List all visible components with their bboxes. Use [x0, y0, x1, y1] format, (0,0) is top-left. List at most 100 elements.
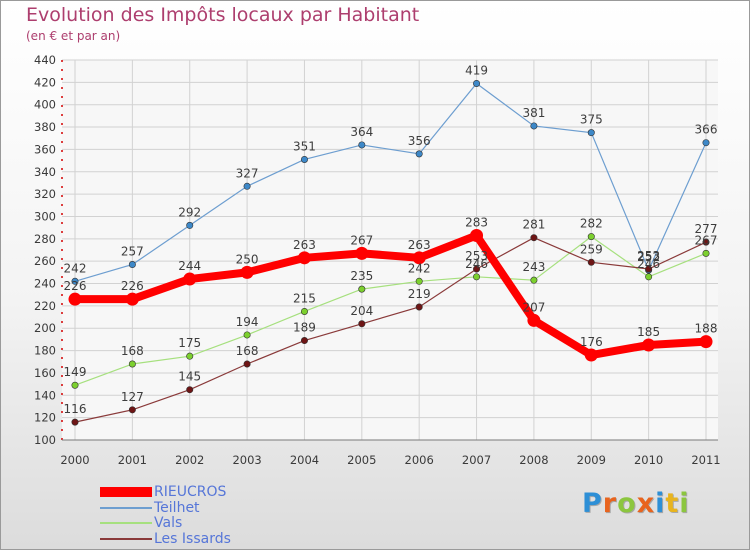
- data-point-teilhet: [358, 141, 366, 149]
- data-point-rieucros: [183, 272, 197, 286]
- y-tick-label: 340: [34, 165, 56, 179]
- data-label-teilhet: 364: [350, 125, 373, 139]
- data-label-vals: 282: [580, 217, 603, 231]
- x-tick-label: 2010: [634, 453, 663, 467]
- y-tick-label: 360: [34, 142, 56, 156]
- data-label-rieucros: 207: [522, 300, 545, 314]
- data-point-teilhet: [473, 79, 481, 87]
- data-point-vals: [645, 273, 653, 281]
- x-tick-label: 2002: [175, 453, 204, 467]
- data-point-vals: [358, 285, 366, 293]
- data-label-rieucros: 267: [350, 233, 373, 247]
- data-label-vals: 194: [236, 315, 259, 329]
- legend-swatch-les-issards: [100, 538, 152, 540]
- y-tick-label: 300: [34, 209, 56, 223]
- data-point-rieucros: [470, 228, 484, 242]
- data-point-les-issards: [300, 337, 308, 345]
- data-point-les-issards: [702, 238, 710, 246]
- logo-letter: i: [679, 488, 690, 519]
- data-point-teilhet: [71, 277, 79, 285]
- y-tick-label: 160: [34, 366, 56, 380]
- data-label-teilhet: 419: [465, 63, 488, 77]
- x-tick-label: 2007: [462, 453, 491, 467]
- data-point-vals: [587, 233, 595, 241]
- data-point-teilhet: [702, 139, 710, 147]
- data-point-les-issards: [243, 360, 251, 368]
- data-label-rieucros: 185: [637, 325, 660, 339]
- data-label-les-issards: 259: [580, 242, 603, 256]
- data-label-rieucros: 226: [121, 279, 144, 293]
- data-label-les-issards: 189: [293, 321, 316, 335]
- data-point-teilhet: [243, 182, 251, 190]
- data-label-vals: 267: [695, 233, 718, 247]
- data-label-vals: 149: [64, 365, 87, 379]
- y-tick-label: 400: [34, 98, 56, 112]
- y-tick-label: 280: [34, 232, 56, 246]
- legend-label-les-issards: Les Issards: [154, 531, 231, 547]
- legend-item-teilhet: Teilhet: [100, 500, 320, 516]
- data-point-vals: [473, 273, 481, 281]
- data-point-vals: [530, 276, 538, 284]
- legend-item-rieucros: RIEUCROS: [100, 484, 320, 500]
- data-point-rieucros: [297, 251, 311, 265]
- series-line-vals: [74, 235, 707, 386]
- data-point-vals: [71, 381, 79, 389]
- y-tick-label: 180: [34, 344, 56, 358]
- legend-label-rieucros: RIEUCROS: [154, 484, 227, 500]
- data-point-les-issards: [530, 234, 538, 242]
- data-label-teilhet: 292: [178, 205, 201, 219]
- data-label-les-issards: 116: [64, 402, 87, 416]
- legend-item-les-issards: Les Issards: [100, 531, 320, 547]
- data-point-rieucros: [527, 313, 541, 327]
- data-point-les-issards: [415, 303, 423, 311]
- data-point-teilhet: [415, 150, 423, 158]
- y-tick-label: 140: [34, 388, 56, 402]
- x-tick-label: 2001: [118, 453, 147, 467]
- data-point-vals: [128, 360, 136, 368]
- data-point-rieucros: [240, 265, 254, 279]
- legend-label-teilhet: Teilhet: [154, 500, 200, 516]
- legend-swatch-vals: [100, 522, 152, 524]
- y-tick-label: 420: [34, 75, 56, 89]
- data-point-rieucros: [125, 292, 139, 306]
- data-label-teilhet: 381: [522, 106, 545, 120]
- data-point-rieucros: [68, 292, 82, 306]
- data-label-teilhet: 242: [64, 261, 87, 275]
- logo-letter: t: [665, 488, 680, 519]
- data-label-vals: 235: [350, 269, 373, 283]
- data-label-rieucros: 263: [293, 238, 316, 252]
- y-tick-label: 220: [34, 299, 56, 313]
- data-label-teilhet: 356: [408, 134, 431, 148]
- data-label-teilhet: 366: [695, 123, 718, 137]
- data-point-les-issards: [587, 258, 595, 266]
- data-point-vals: [186, 352, 194, 360]
- data-label-teilhet: 327: [236, 166, 259, 180]
- data-point-vals: [702, 249, 710, 257]
- data-label-vals: 175: [178, 336, 201, 350]
- data-point-teilhet: [530, 122, 538, 130]
- series-line-teilhet: [74, 82, 707, 282]
- data-point-les-issards: [71, 418, 79, 426]
- y-tick-label: 320: [34, 187, 56, 201]
- data-point-teilhet: [128, 261, 136, 269]
- data-label-les-issards: 168: [236, 344, 259, 358]
- data-label-teilhet: 351: [293, 139, 316, 153]
- data-label-les-issards: 253: [465, 249, 488, 263]
- data-label-teilhet: 252: [637, 250, 660, 264]
- data-label-les-issards: 145: [178, 370, 201, 384]
- data-label-les-issards: 219: [408, 287, 431, 301]
- y-tick-label: 200: [34, 321, 56, 335]
- data-label-rieucros: 263: [408, 238, 431, 252]
- data-label-vals: 246: [637, 257, 660, 271]
- y-tick-label: 120: [34, 411, 56, 425]
- data-point-rieucros: [699, 335, 713, 349]
- data-label-rieucros: 244: [178, 259, 201, 273]
- data-label-les-issards: 204: [350, 304, 373, 318]
- data-point-teilhet: [186, 221, 194, 229]
- logo-letter: P: [582, 488, 603, 519]
- series-line-rieucros: [71, 231, 710, 360]
- chart-title: Evolution des Impôts locaux par Habitant: [26, 4, 420, 26]
- logo-letter: i: [655, 488, 666, 519]
- x-tick-label: 2005: [347, 453, 376, 467]
